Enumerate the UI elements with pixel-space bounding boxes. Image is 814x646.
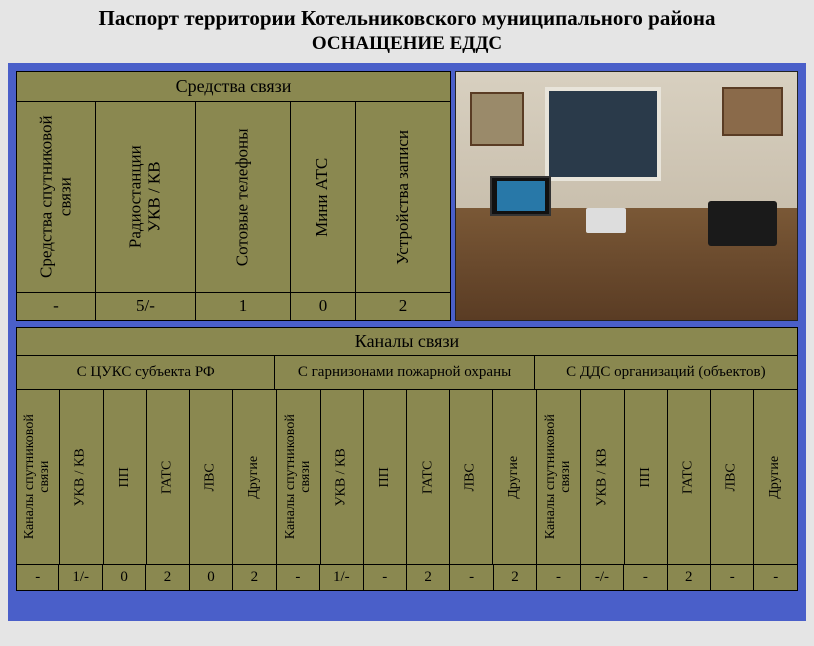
ch-val: 1/- [59,565,102,591]
ch-col: Другие [493,390,537,565]
ch-col: УКВ / КВ [581,390,625,565]
means-title: Средства связи [16,71,451,102]
means-col: Устройства записи [356,102,451,293]
ch-col: ПП [364,390,407,565]
means-val: 1 [196,293,291,321]
content-frame: Средства связи Средства спутниковойсвязи… [8,63,806,621]
ch-val: - [537,565,580,591]
ch-val: -/- [581,565,624,591]
ch-val: - [364,565,407,591]
ch-col: Каналы спутниковойсвязи [16,390,60,565]
ch-col: Другие [754,390,798,565]
ch-val: 2 [407,565,450,591]
ch-val: 2 [233,565,276,591]
means-col: Мини АТС [291,102,356,293]
ch-col: УКВ / КВ [321,390,365,565]
ch-val: - [711,565,754,591]
ch-col: ЛВС [190,390,233,565]
ch-col: Каналы спутниковойсвязи [537,390,581,565]
ch-val: - [450,565,493,591]
ch-val: - [624,565,667,591]
row-means-photo: Средства связи Средства спутниковойсвязи… [16,71,798,321]
ch-col: Каналы спутниковойсвязи [277,390,321,565]
means-col: Сотовые телефоны [196,102,291,293]
means-val: 0 [291,293,356,321]
channels-title: Каналы связи [16,327,798,356]
ch-val: 1/- [320,565,363,591]
ch-val: - [754,565,798,591]
ch-val: 0 [103,565,146,591]
ch-col: УКВ / КВ [60,390,104,565]
header: Паспорт территории Котельниковского муни… [0,0,814,57]
channels-groups: С ЦУКС субъекта РФ С гарнизонами пожарно… [16,356,798,390]
ch-col: ГАТС [668,390,711,565]
page-title: Паспорт территории Котельниковского муни… [0,6,814,31]
means-col: Средства спутниковойсвязи [16,102,96,293]
means-columns: Средства спутниковойсвязи РадиостанцииУК… [16,102,451,293]
channels-columns: Каналы спутниковойсвязи УКВ / КВ ПП ГАТС… [16,390,798,565]
means-table: Средства связи Средства спутниковойсвязи… [16,71,451,321]
means-val: - [16,293,96,321]
means-val: 5/- [96,293,196,321]
office-photo [455,71,798,321]
means-col: РадиостанцииУКВ / КВ [96,102,196,293]
ch-val: 2 [146,565,189,591]
ch-val: - [277,565,320,591]
ch-val: 2 [668,565,711,591]
ch-col: ЛВС [450,390,493,565]
channels-group: С гарнизонами пожарной охраны [275,356,534,390]
means-val: 2 [356,293,451,321]
channels-group: С ДДС организаций (объектов) [535,356,798,390]
ch-col: Другие [233,390,277,565]
page: Паспорт территории Котельниковского муни… [0,0,814,646]
ch-val: 2 [494,565,537,591]
channels-values: - 1/- 0 2 0 2 - 1/- - 2 - 2 - -/- - 2 - [16,565,798,591]
page-subtitle: ОСНАЩЕНИЕ ЕДДС [0,33,814,55]
ch-col: ЛВС [711,390,754,565]
ch-val: 0 [190,565,233,591]
channels-group: С ЦУКС субъекта РФ [16,356,275,390]
means-values: - 5/- 1 0 2 [16,293,451,321]
ch-val: - [16,565,59,591]
ch-col: ГАТС [147,390,190,565]
ch-col: ГАТС [407,390,450,565]
ch-col: ПП [104,390,147,565]
channels-table: Каналы связи С ЦУКС субъекта РФ С гарниз… [16,327,798,591]
ch-col: ПП [625,390,668,565]
